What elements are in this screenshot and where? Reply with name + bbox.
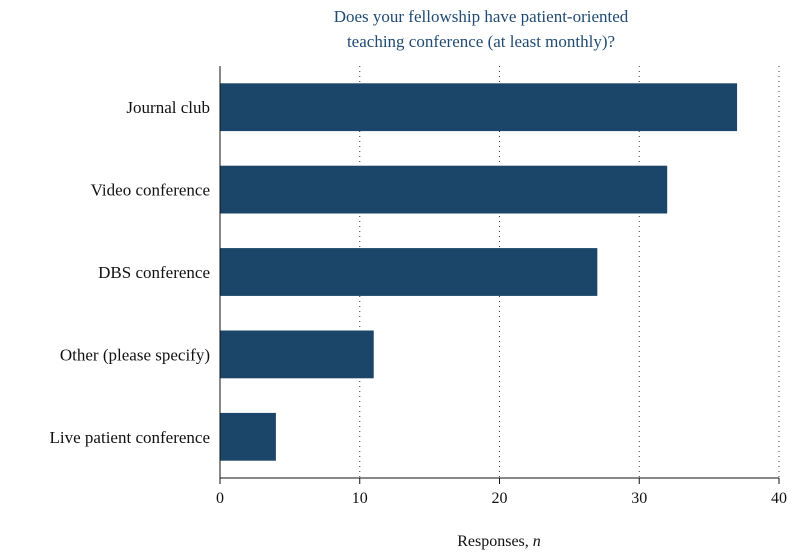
chart-title-line-1: Does your fellowship have patient-orient… — [334, 7, 629, 26]
chart-title: Does your fellowship have patient-orient… — [334, 7, 629, 51]
chart-title-line-2: teaching conference (at least monthly)? — [347, 32, 615, 51]
category-label-2: Video conference — [91, 181, 210, 200]
x-tick-label-10: 10 — [352, 490, 368, 507]
x-axis-ticks: 0 10 20 30 40 — [216, 478, 787, 507]
x-tick-label-20: 20 — [492, 490, 508, 507]
x-tick-label-30: 30 — [631, 490, 647, 507]
category-label-3: DBS conference — [98, 263, 210, 282]
category-labels: Journal club Video conference DBS conferen… — [50, 98, 210, 447]
x-tick-label-40: 40 — [771, 490, 787, 507]
x-axis-title-main: Responses, — [457, 533, 533, 550]
bar-2 — [220, 165, 668, 214]
bar-4 — [220, 330, 374, 379]
x-axis-title-variable: n — [533, 533, 541, 550]
bar-3 — [220, 248, 598, 296]
x-tick-label-0: 0 — [216, 490, 224, 507]
x-axis-title: Responses, n — [457, 533, 541, 550]
bars — [220, 83, 738, 461]
bar-5 — [220, 412, 276, 461]
category-label-1: Journal club — [126, 98, 210, 117]
category-label-4: Other (please specify) — [60, 345, 210, 364]
bar-1 — [220, 83, 738, 132]
category-label-5: Live patient conference — [50, 428, 210, 447]
